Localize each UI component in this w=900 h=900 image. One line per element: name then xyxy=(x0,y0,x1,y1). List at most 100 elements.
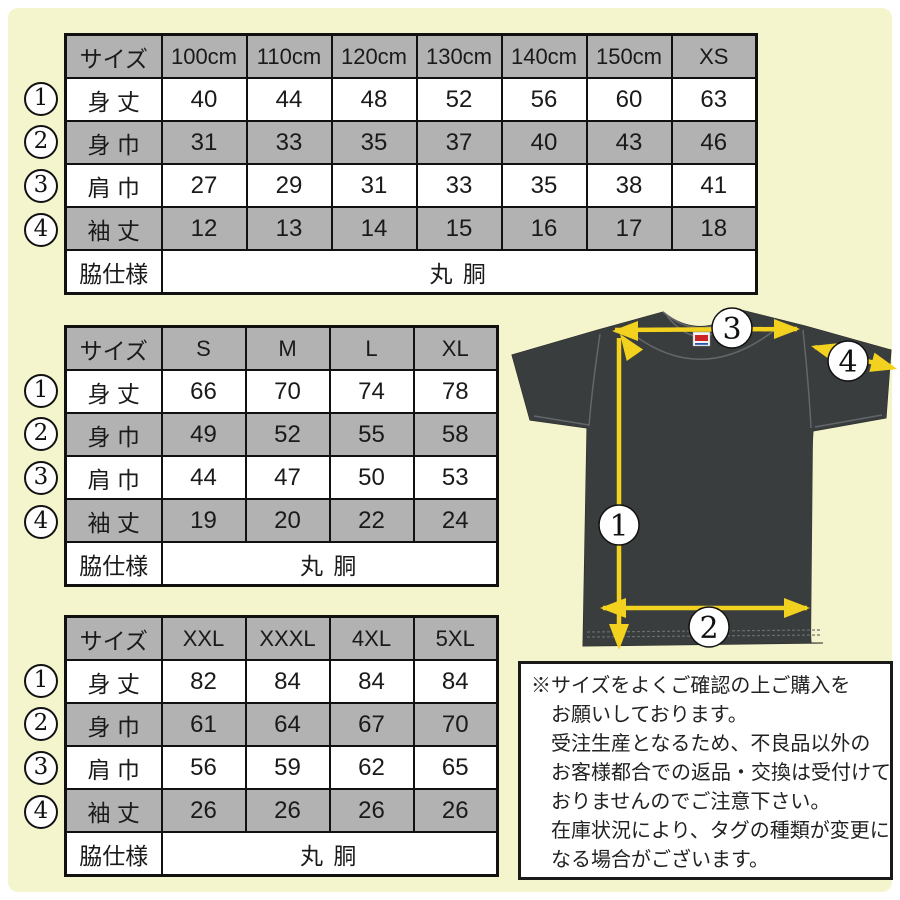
measurement-value-cell: 70 xyxy=(412,702,499,747)
size-column-title: サイズ xyxy=(64,33,163,79)
measurement-value-cell: 78 xyxy=(412,369,499,414)
size-name-cell: 120cm xyxy=(330,33,418,79)
row-number-badge: 4 xyxy=(24,212,58,247)
measurement-value-cell: 63 xyxy=(670,77,758,122)
side-spec-label-cell: 脇仕様 xyxy=(64,249,163,295)
header-row: サイズ 100cm 110cm 120cm 130cm 140cm 150cm XS xyxy=(64,33,758,79)
measurement-label-cell: 袖 丈 xyxy=(64,498,163,543)
diagram-badge-sleeve: 4 xyxy=(827,340,869,382)
row-number-badge: 2 xyxy=(24,707,58,742)
measurement-value-cell: 53 xyxy=(412,455,499,500)
adult-sizes-grid: サイズ S M L XL 身 丈 66 70 74 78 身 巾 49 52 55 58 肩 巾 44 47 50 5… xyxy=(64,325,499,587)
measurement-row: 身 丈 82 84 84 84 xyxy=(64,659,499,704)
measurement-value-cell: 16 xyxy=(500,206,588,251)
measurement-label-cell: 身 丈 xyxy=(64,77,163,122)
header-row: サイズ S M L XL xyxy=(64,325,499,371)
row-number-badge: 3 xyxy=(24,460,58,495)
arrowheads xyxy=(600,319,897,650)
svg-text:3: 3 xyxy=(722,312,741,347)
notice-line: 受注生産となるため、不良品以外の xyxy=(551,733,871,755)
measurement-value-cell: 56 xyxy=(160,745,247,790)
side-spec-row: 脇仕様丸 胴 xyxy=(64,831,499,877)
measurement-value-cell: 84 xyxy=(328,659,415,704)
notice-line: 在庫状況により、タグの種類が変更に xyxy=(551,820,890,842)
measurement-row: 身 丈 66 70 74 78 xyxy=(64,369,499,414)
measurement-value-cell: 43 xyxy=(585,120,673,165)
measurement-value-cell: 14 xyxy=(330,206,418,251)
size-name-cell: 5XL xyxy=(412,615,499,661)
side-spec-value-cell: 丸 胴 xyxy=(160,249,758,295)
row-number-badge: 3 xyxy=(24,750,58,785)
side-spec-label-cell: 脇仕様 xyxy=(64,831,163,877)
size-name-cell: 140cm xyxy=(500,33,588,79)
notice-line: お願いしております。 xyxy=(551,704,748,726)
measurement-row: 身 巾 61 64 67 70 xyxy=(64,702,499,747)
measurement-value-cell: 24 xyxy=(412,498,499,543)
row-number-badge: 4 xyxy=(24,794,58,829)
measurement-value-cell: 26 xyxy=(244,788,331,833)
measurement-value-cell: 35 xyxy=(500,163,588,208)
measurement-row: 袖 丈 12 13 14 15 16 17 18 xyxy=(64,206,758,251)
size-column-title: サイズ xyxy=(64,615,163,661)
notice-line: なる場合がございます。 xyxy=(551,849,769,871)
header-row: サイズ XXL XXXL 4XL 5XL xyxy=(64,615,499,661)
svg-text:2: 2 xyxy=(699,611,718,646)
measurement-value-cell: 46 xyxy=(670,120,758,165)
svg-text:4: 4 xyxy=(838,345,857,380)
size-name-cell: XXXL xyxy=(244,615,331,661)
kids-sizes-grid: サイズ 100cm 110cm 120cm 130cm 140cm 150cm XS 身 丈 40… xyxy=(64,33,758,295)
row-number-badge: 1 xyxy=(24,373,58,408)
diagram-badge-length: 1 xyxy=(598,504,640,546)
measurement-value-cell: 44 xyxy=(245,77,333,122)
row-number-badge: 4 xyxy=(24,504,58,539)
measurement-value-cell: 60 xyxy=(585,77,673,122)
measurement-value-cell: 35 xyxy=(330,120,418,165)
measurement-value-cell: 29 xyxy=(245,163,333,208)
side-spec-label-cell: 脇仕様 xyxy=(64,541,163,587)
measurement-value-cell: 26 xyxy=(328,788,415,833)
size-name-cell: XS xyxy=(670,33,758,79)
size-name-cell: 150cm xyxy=(585,33,673,79)
size-column-title: サイズ xyxy=(64,325,163,371)
measurement-row: 肩 巾 44 47 50 53 xyxy=(64,455,499,500)
measurement-value-cell: 65 xyxy=(412,745,499,790)
measurement-value-cell: 13 xyxy=(245,206,333,251)
side-spec-value-cell: 丸 胴 xyxy=(160,831,499,877)
measurement-label-cell: 身 巾 xyxy=(64,412,163,457)
measurement-value-cell: 52 xyxy=(244,412,331,457)
measurement-value-cell: 33 xyxy=(245,120,333,165)
size-name-cell: XXL xyxy=(160,615,247,661)
measurement-label-cell: 身 巾 xyxy=(64,120,163,165)
measurement-value-cell: 58 xyxy=(412,412,499,457)
big-sizes-grid: サイズ XXL XXXL 4XL 5XL 身 丈 82 84 84 84 身 巾 61 64 67 70 肩 … xyxy=(64,615,499,877)
row-number-badge: 1 xyxy=(24,663,58,698)
side-spec-row: 脇仕様丸 胴 xyxy=(64,541,499,587)
side-spec-row: 脇仕様丸 胴 xyxy=(64,249,758,295)
size-name-cell: XL xyxy=(412,325,499,371)
measurement-value-cell: 61 xyxy=(160,702,247,747)
row-number-badge: 1 xyxy=(24,81,58,116)
row-number-gutter: 1 2 3 4 xyxy=(18,325,64,587)
size-name-cell: S xyxy=(160,325,247,371)
notice-line: ※サイズをよくご確認の上ご購入を xyxy=(531,675,851,697)
measurement-value-cell: 19 xyxy=(160,498,247,543)
row-number-gutter: 1 2 3 4 xyxy=(18,615,64,877)
measurement-value-cell: 70 xyxy=(244,369,331,414)
measurement-value-cell: 44 xyxy=(160,455,247,500)
measurement-value-cell: 41 xyxy=(670,163,758,208)
measurement-value-cell: 84 xyxy=(412,659,499,704)
measurement-value-cell: 37 xyxy=(415,120,503,165)
measurement-row: 袖 丈 26 26 26 26 xyxy=(64,788,499,833)
measurement-value-cell: 38 xyxy=(585,163,673,208)
row-number-badge: 3 xyxy=(24,168,58,203)
measurement-label-cell: 肩 巾 xyxy=(64,163,163,208)
measurement-row: 肩 巾 56 59 62 65 xyxy=(64,745,499,790)
measurement-value-cell: 59 xyxy=(244,745,331,790)
measurement-value-cell: 52 xyxy=(415,77,503,122)
measurement-value-cell: 26 xyxy=(160,788,247,833)
measurement-value-cell: 56 xyxy=(500,77,588,122)
measurement-label-cell: 身 丈 xyxy=(64,369,163,414)
row-number-badge: 2 xyxy=(24,125,58,160)
measurement-value-cell: 18 xyxy=(670,206,758,251)
